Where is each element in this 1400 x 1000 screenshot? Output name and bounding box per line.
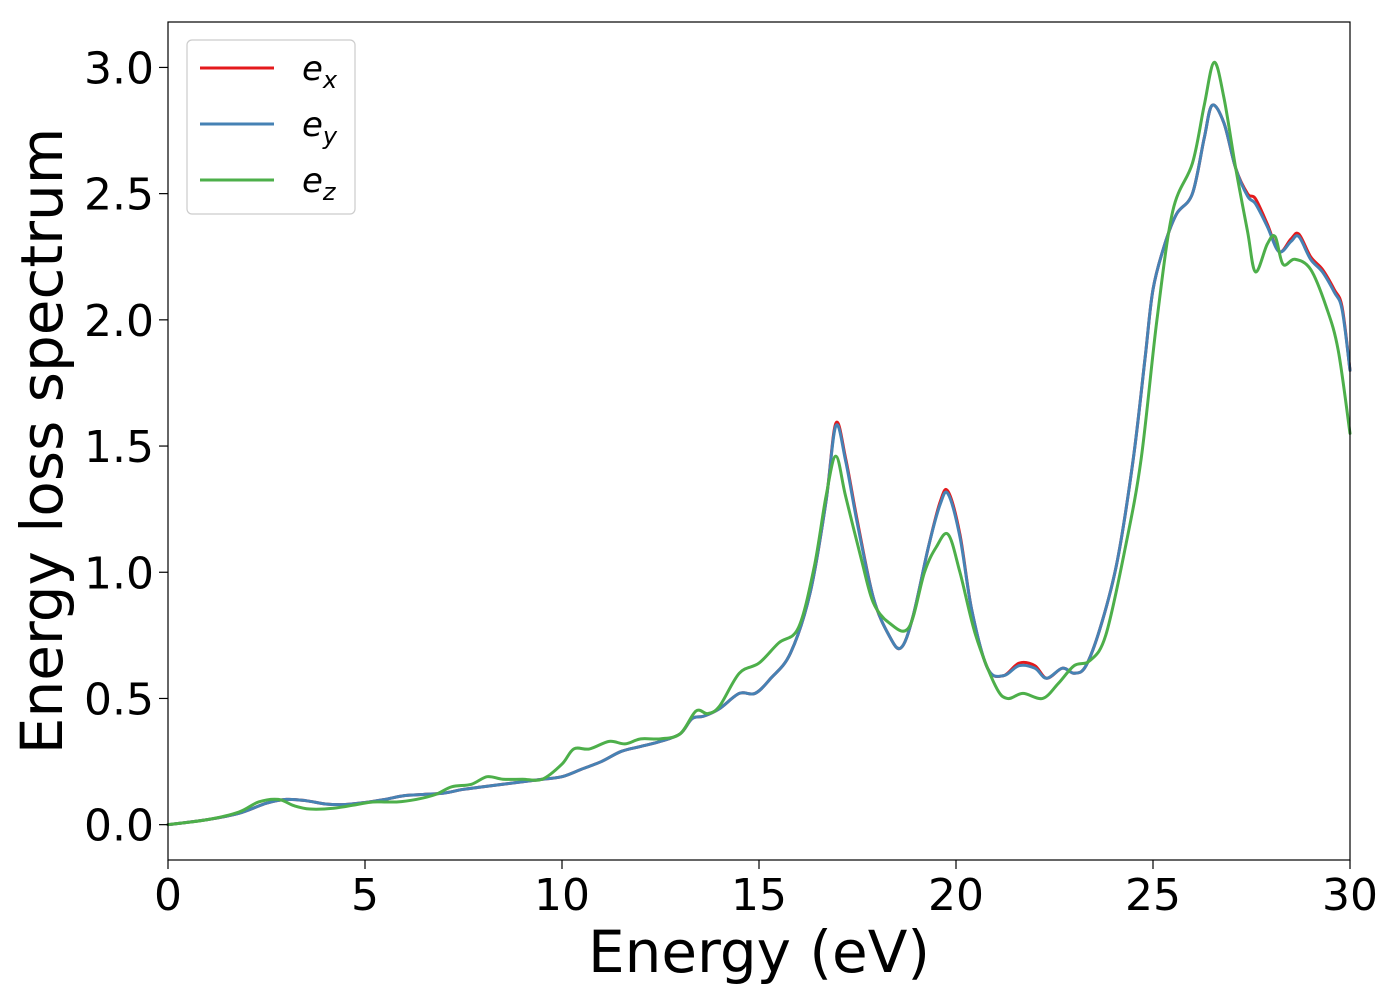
- series-layer: [166, 60, 1352, 827]
- x-tick-label: 15: [731, 870, 787, 921]
- legend-label-x: ex: [302, 49, 338, 94]
- x-tick-label: 20: [928, 870, 984, 921]
- series-line-z: [166, 60, 1352, 827]
- y-tick-label: 2.5: [84, 170, 154, 221]
- x-tick-label: 30: [1322, 870, 1378, 921]
- x-tick-label: 5: [351, 870, 379, 921]
- plot-area: [168, 22, 1350, 860]
- x-axis-ticks: 0 5 10 15 20 25 30: [154, 860, 1378, 921]
- legend-label-y: ey: [302, 105, 338, 150]
- legend-label-z: ez: [302, 161, 337, 206]
- y-axis-label: Energy loss spectrum: [8, 128, 76, 754]
- y-tick-label: 0.0: [84, 801, 154, 852]
- x-tick-label: 25: [1125, 870, 1181, 921]
- y-tick-label: 2.0: [84, 296, 154, 347]
- x-tick-label: 0: [154, 870, 182, 921]
- legend: ex ey ez: [186, 39, 356, 215]
- y-axis-ticks: 0.0 0.5 1.0 1.5 2.0 2.5 3.0: [84, 43, 168, 852]
- y-tick-label: 0.5: [84, 674, 154, 725]
- y-tick-label: 1.5: [84, 422, 154, 473]
- x-tick-label: 10: [534, 870, 590, 921]
- y-tick-label: 3.0: [84, 43, 154, 94]
- legend-frame: [186, 39, 356, 215]
- x-axis-label: Energy (eV): [588, 918, 930, 986]
- y-tick-label: 1.0: [84, 548, 154, 599]
- series-line-y: [166, 103, 1352, 827]
